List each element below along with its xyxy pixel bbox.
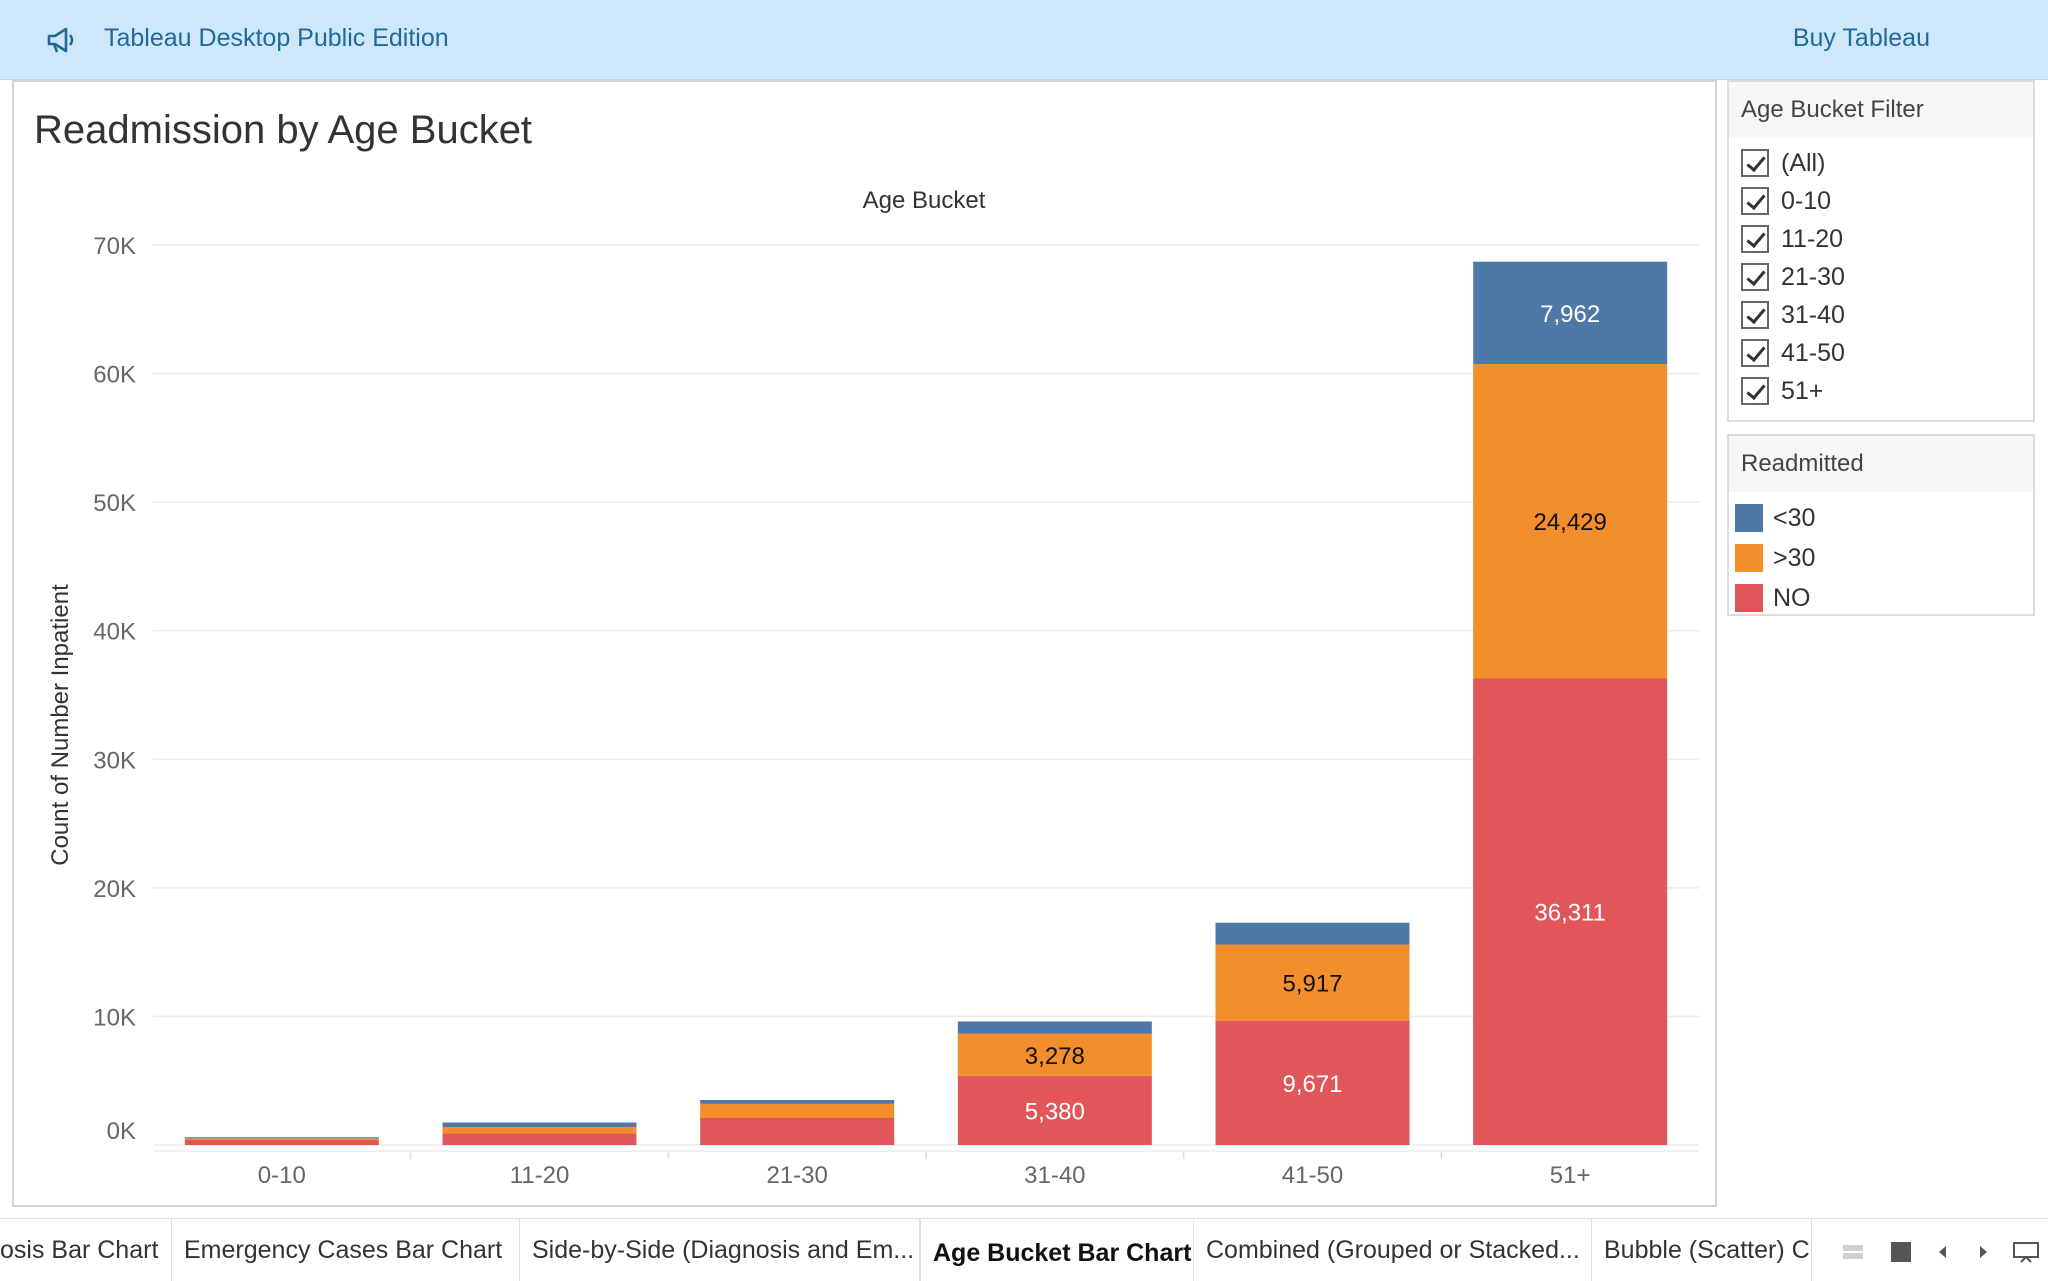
readmitted-legend: Readmitted <30 >30 NO — [1727, 434, 2035, 616]
checkbox-checked-icon[interactable] — [1741, 225, 1769, 253]
grid-view-icon[interactable] — [1842, 1241, 1864, 1263]
legend-title: Readmitted — [1729, 436, 2033, 492]
data-label: 5,917 — [1282, 971, 1342, 998]
data-label: 36,311 — [1534, 900, 1606, 927]
legend-label: <30 — [1773, 503, 1816, 532]
filter-option-1120[interactable]: 11-20 — [1729, 220, 2033, 258]
legend-item[interactable]: >30 — [1729, 538, 2033, 578]
bar-segment-gt30[interactable] — [1215, 944, 1410, 1021]
sheet-tab[interactable]: Bubble (Scatter) C — [1592, 1219, 1812, 1281]
filter-option-all[interactable]: (All) — [1729, 144, 2033, 182]
bar-segment-gt30[interactable] — [957, 1033, 1152, 1076]
y-tick-label: 40K — [93, 619, 136, 646]
presentation-mode-icon[interactable] — [2012, 1241, 2040, 1263]
checkbox-checked-icon[interactable] — [1741, 263, 1769, 291]
bar-segment-lt30[interactable] — [184, 1137, 379, 1139]
x-tick-label: 41-50 — [1282, 1162, 1343, 1189]
sheet-tab-bar: osis Bar Chart Emergency Cases Bar Chart S… — [0, 1218, 2048, 1281]
bar-segment-gt30[interactable] — [184, 1137, 379, 1140]
age-bucket-filter: Age Bucket Filter (All) 0-10 11-20 21-30 31-… — [1727, 80, 2035, 422]
filter-option-4150[interactable]: 41-50 — [1729, 334, 2033, 372]
legend-swatch — [1735, 504, 1763, 532]
legend-item[interactable]: NO — [1729, 578, 2033, 618]
bar-segment-no[interactable] — [700, 1118, 895, 1145]
x-tick-label: 11-20 — [510, 1162, 570, 1189]
filter-option-label: 51+ — [1781, 376, 1824, 405]
sheet-title: Readmission by Age Bucket — [34, 108, 533, 152]
data-label: 24,429 — [1533, 509, 1606, 536]
y-tick-label: 70K — [93, 233, 136, 260]
filmstrip-view-icon[interactable] — [1890, 1241, 1912, 1263]
buy-tableau-link[interactable]: Buy Tableau — [1792, 24, 1930, 52]
bar-segment-no[interactable] — [1473, 678, 1668, 1145]
y-tick-label: 60K — [93, 362, 136, 389]
y-axis-title: Count of Number Inpatient — [47, 584, 74, 866]
sheet-tab[interactable]: Side-by-Side (Diagnosis and Em... — [520, 1219, 920, 1281]
filter-option-label: 41-50 — [1781, 338, 1845, 367]
legend-list: <30 >30 NO — [1729, 492, 2033, 618]
x-tick-label: 51+ — [1550, 1162, 1591, 1189]
bar-segment-no[interactable] — [184, 1139, 379, 1145]
data-label: 7,962 — [1540, 301, 1600, 328]
legend-swatch — [1735, 544, 1763, 572]
bar-segment-no[interactable] — [957, 1075, 1152, 1145]
sheet-tab[interactable]: osis Bar Chart — [0, 1219, 172, 1281]
filter-option-label: 21-30 — [1781, 262, 1845, 291]
filter-option-label: 11-20 — [1781, 224, 1844, 253]
filter-option-label: (All) — [1781, 148, 1826, 177]
bar-segment-lt30[interactable] — [700, 1100, 895, 1104]
bar-segment-no[interactable] — [442, 1133, 637, 1145]
y-tick-label: 30K — [93, 747, 136, 774]
filter-option-010[interactable]: 0-10 — [1729, 182, 2033, 220]
app-title: Tableau Desktop Public Edition — [104, 24, 449, 52]
scroll-right-icon[interactable] — [1972, 1241, 1994, 1263]
bar-segment-lt30[interactable] — [1215, 922, 1410, 945]
x-tick-label: 31-40 — [1024, 1162, 1085, 1189]
filter-option-51+[interactable]: 51+ — [1729, 372, 2033, 410]
checkbox-checked-icon[interactable] — [1741, 339, 1769, 367]
y-tick-label: 20K — [93, 876, 136, 903]
sheet-tab[interactable]: Combined (Grouped or Stacked... — [1194, 1219, 1592, 1281]
data-label: 5,380 — [1025, 1098, 1085, 1125]
y-tick-label: 50K — [93, 490, 136, 517]
bar-segment-gt30[interactable] — [700, 1103, 895, 1118]
sheet-tab[interactable]: Age Bucket Bar Chart — [920, 1219, 1194, 1281]
bar-segment-lt30[interactable] — [1473, 261, 1668, 365]
scroll-left-icon[interactable] — [1932, 1241, 1954, 1263]
bar-segment-lt30[interactable] — [957, 1021, 1152, 1034]
checkbox-checked-icon[interactable] — [1741, 149, 1769, 177]
filter-option-2130[interactable]: 21-30 — [1729, 258, 2033, 296]
legend-item[interactable]: <30 — [1729, 498, 2033, 538]
filter-title: Age Bucket Filter — [1729, 82, 2033, 138]
legend-label: >30 — [1773, 543, 1816, 572]
checkbox-checked-icon[interactable] — [1741, 187, 1769, 215]
checkbox-checked-icon[interactable] — [1741, 377, 1769, 405]
x-tick-label: 21-30 — [766, 1162, 827, 1189]
filter-option-label: 31-40 — [1781, 300, 1845, 329]
checkbox-checked-icon[interactable] — [1741, 301, 1769, 329]
x-tick-label: 0-10 — [258, 1162, 306, 1189]
bar-chart[interactable]: 0K 10K 20K 30K 40K 50K 60K 70K Age Bucket Count o… — [14, 82, 1715, 1205]
y-tick-label: 0K — [107, 1118, 136, 1145]
filter-list: (All) 0-10 11-20 21-30 31-40 41-50 51+ — [1729, 138, 2033, 410]
bar-segment-no[interactable] — [1215, 1020, 1410, 1145]
legend-label: NO — [1773, 583, 1811, 612]
top-bar: Tableau Desktop Public Edition Buy Table… — [0, 0, 2048, 80]
legend-swatch — [1735, 584, 1763, 612]
data-label: 3,278 — [1025, 1043, 1085, 1070]
filter-option-3140[interactable]: 31-40 — [1729, 296, 2033, 334]
viz-area: Readmission by Age Bucket 0K 10K 20K 30K 40K… — [12, 80, 1717, 1207]
bar-segment-gt30[interactable] — [442, 1127, 637, 1134]
filter-option-label: 0-10 — [1781, 186, 1832, 215]
megaphone-icon[interactable] — [46, 26, 78, 54]
y-tick-label: 10K — [93, 1004, 136, 1031]
bar-segment-lt30[interactable] — [442, 1122, 637, 1128]
bar-segment-gt30[interactable] — [1473, 364, 1668, 679]
sheet-tab[interactable]: Emergency Cases Bar Chart — [172, 1219, 520, 1281]
data-label: 9,671 — [1282, 1071, 1342, 1098]
column-header-age-bucket: Age Bucket — [863, 187, 986, 214]
